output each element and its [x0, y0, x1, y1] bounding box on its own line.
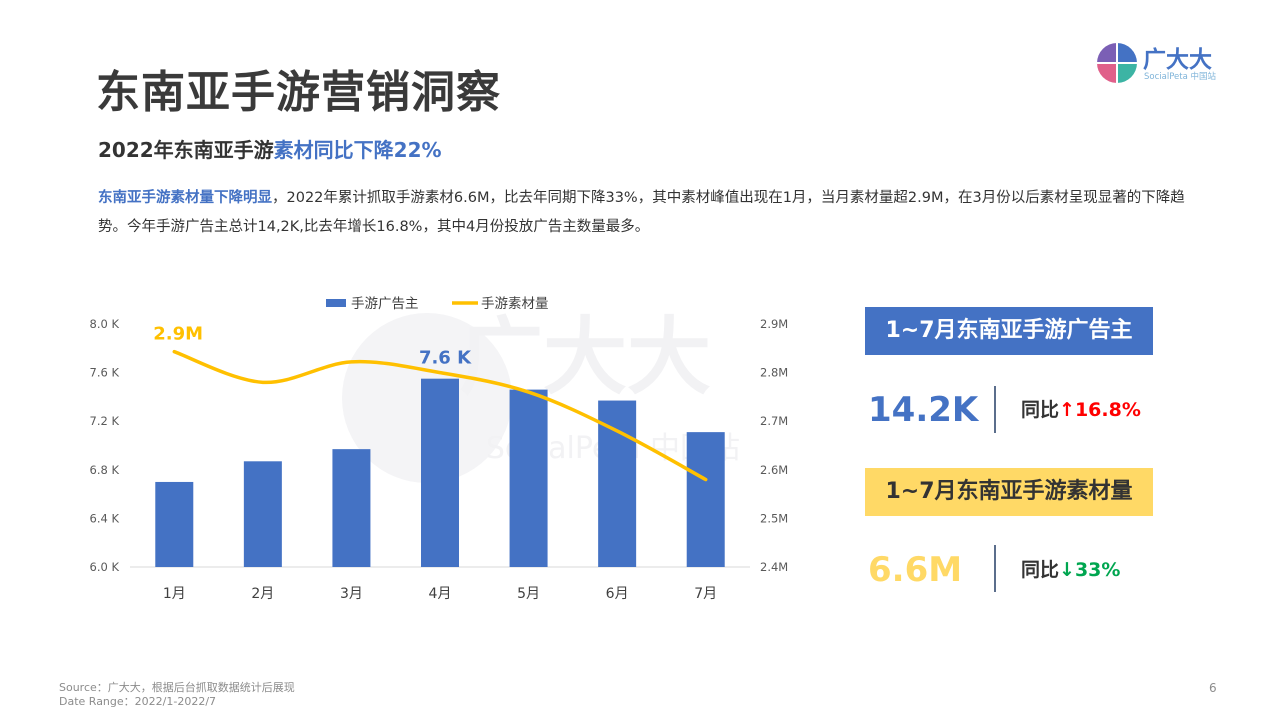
x-tick-label: 5月 [517, 586, 540, 602]
logo-sub-text: SocialPeta 中国站 [1144, 72, 1216, 82]
subtitle-prefix: 2022年东南亚手游 [98, 138, 274, 162]
x-tick-label: 6月 [606, 586, 629, 602]
brand-logo: 广大大 SocialPeta 中国站 [1093, 40, 1233, 84]
y-left-tick-label: 6.4 K [90, 511, 120, 525]
y-left-tick-label: 7.2 K [90, 414, 120, 428]
x-tick-label: 2月 [251, 586, 274, 602]
data-label: 2.9M [153, 324, 203, 345]
page-title: 东南亚手游营销洞察 [96, 67, 501, 118]
source-text: Source：广大大，根据后台抓取数据统计后展现 [59, 681, 295, 694]
subtitle-highlight: 素材同比下降22% [273, 138, 442, 162]
source-note: Source：广大大，根据后台抓取数据统计后展现 Date Range：2022… [59, 681, 295, 709]
y-right-tick-label: 2.7M [760, 414, 788, 428]
page-number: 6 [1209, 681, 1217, 695]
subtitle: 2022年东南亚手游素材同比下降22% [98, 134, 442, 163]
y-left-tick-label: 7.6 K [90, 366, 120, 380]
legend-label: 手游广告主 [351, 296, 419, 312]
advertisers-label-box: 1~7月东南亚手游广告主 [865, 307, 1153, 355]
advertisers-yoy: 同比↑16.8% [1021, 388, 1141, 432]
bar [598, 400, 637, 567]
x-tick-label: 3月 [340, 586, 363, 602]
arrow-down-icon: ↓ [1059, 559, 1075, 581]
y-right-tick-label: 2.6M [760, 463, 788, 477]
y-right-tick-label: 2.9M [760, 317, 788, 331]
bar [686, 432, 725, 567]
yoy-label: 同比 [1021, 399, 1060, 421]
logo-icon [1096, 42, 1138, 84]
bar [421, 378, 459, 567]
bar [332, 449, 371, 567]
y-right-tick-label: 2.8M [760, 366, 788, 380]
creatives-yoy: 同比↓33% [1021, 548, 1120, 592]
bar [509, 389, 548, 567]
bar [243, 461, 282, 567]
bar [155, 481, 194, 567]
divider [994, 545, 996, 592]
advertisers-value: 14.2K [868, 390, 979, 430]
divider [994, 386, 996, 433]
x-tick-label: 7月 [694, 586, 717, 602]
y-right-tick-label: 2.5M [760, 511, 788, 525]
y-left-tick-label: 6.0 K [90, 560, 120, 574]
y-left-tick-label: 6.8 K [90, 463, 120, 477]
legend-label: 手游素材量 [481, 296, 549, 312]
yoy-label: 同比 [1021, 559, 1060, 581]
arrow-up-icon: ↑ [1059, 399, 1075, 421]
x-tick-label: 4月 [429, 586, 452, 602]
legend-swatch-bar [326, 299, 346, 307]
creatives-value: 6.6M [868, 550, 963, 590]
watermark-text: 广大大 [459, 308, 711, 406]
data-label: 7.6 K [419, 348, 472, 369]
creatives-label-box: 1~7月东南亚手游素材量 [865, 468, 1153, 516]
yoy-percent: 16.8% [1074, 399, 1141, 421]
summary-text: ，2022年累计抓取手游素材6.6M，比去年同期下降33%，其中素材峰值出现在1… [98, 190, 1185, 235]
date-range-text: Date Range：2022/1-2022/7 [59, 695, 217, 708]
logo-brand-text: 广大大 [1143, 47, 1212, 73]
series-line [172, 349, 708, 482]
yoy-percent: 33% [1074, 559, 1121, 581]
summary-highlight: 东南亚手游素材量下降明显 [98, 190, 272, 206]
y-right-tick-label: 2.4M [760, 560, 788, 574]
summary-paragraph: 东南亚手游素材量下降明显，2022年累计抓取手游素材6.6M，比去年同期下降33… [98, 184, 1193, 242]
x-tick-label: 1月 [163, 586, 186, 602]
y-left-tick-label: 8.0 K [90, 317, 120, 331]
